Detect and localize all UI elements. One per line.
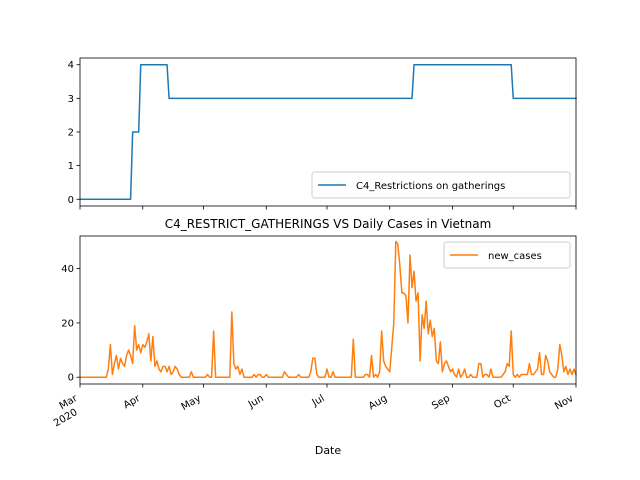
top-legend: C4_Restrictions on gatherings bbox=[312, 172, 570, 198]
top-ytick-label: 2 bbox=[68, 128, 74, 139]
bottom-ytick-label: 20 bbox=[61, 318, 74, 329]
legend-label-restrictions: C4_Restrictions on gatherings bbox=[356, 181, 505, 192]
bottom-y-ticks: 0 20 40 bbox=[61, 264, 80, 384]
bottom-legend: new_cases bbox=[444, 242, 570, 268]
top-x-ticks bbox=[80, 206, 576, 210]
top-axes: 0 1 2 3 4 C4_Restrictions on gatherings bbox=[68, 58, 576, 210]
x-axis-label: Date bbox=[315, 444, 342, 457]
top-ytick-label: 4 bbox=[68, 60, 74, 71]
bottom-xtick-label: Oct bbox=[492, 393, 513, 411]
legend-label-new-cases: new_cases bbox=[488, 251, 542, 262]
bottom-xtick-label: Jul bbox=[310, 393, 327, 409]
bottom-ytick-label: 40 bbox=[61, 264, 74, 275]
top-y-ticks: 0 1 2 3 4 bbox=[68, 60, 80, 206]
bottom-xtick-label: Apr bbox=[122, 393, 143, 412]
bottom-xtick-label: Sep bbox=[430, 393, 452, 412]
bottom-xtick-label: Aug bbox=[367, 393, 389, 412]
bottom-xtick-label: Jun bbox=[246, 393, 266, 411]
bottom-xtick-label: Nov bbox=[553, 393, 575, 412]
top-ytick-label: 3 bbox=[68, 94, 74, 105]
bottom-ytick-label: 0 bbox=[68, 373, 74, 384]
top-ytick-label: 0 bbox=[68, 195, 74, 206]
bottom-xtick-label: May bbox=[180, 393, 203, 413]
top-ytick-label: 1 bbox=[68, 161, 74, 172]
chart-title: C4_RESTRICT_GATHERINGS VS Daily Cases in… bbox=[165, 217, 492, 231]
